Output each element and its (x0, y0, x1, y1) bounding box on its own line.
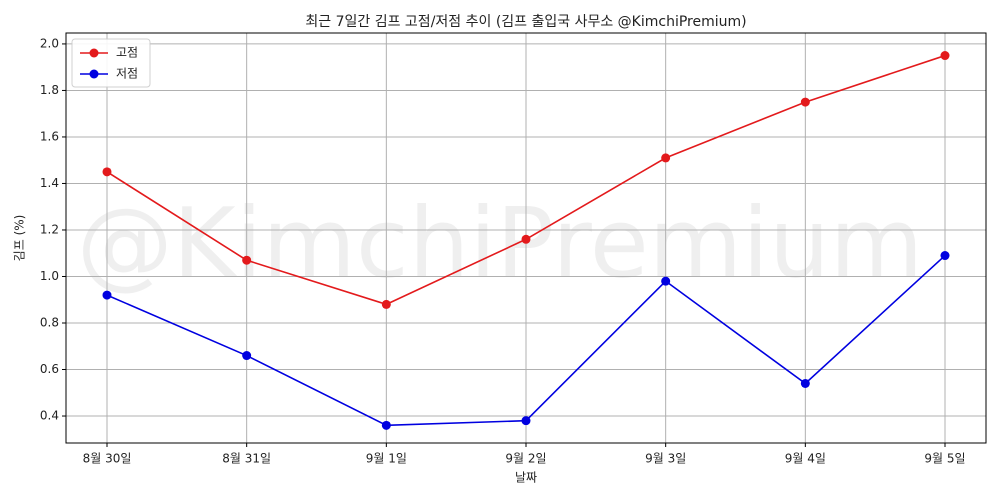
point (940, 251, 950, 261)
x-tick-label: 9월 3일 (645, 452, 686, 466)
point (242, 255, 252, 265)
point (661, 276, 671, 286)
point (521, 234, 531, 244)
x-tick-label: 9월 5일 (924, 452, 965, 466)
point (661, 153, 671, 163)
y-tick-label: 1.6 (40, 129, 59, 143)
y-tick-label: 0.6 (40, 362, 59, 376)
legend-label: 고점 (116, 46, 138, 60)
point (381, 299, 391, 309)
x-tick-label: 8월 30일 (83, 452, 132, 466)
y-tick-label: 1.2 (40, 222, 59, 236)
plot-frame (65, 32, 987, 444)
point (102, 167, 112, 177)
x-tick-label: 9월 1일 (366, 452, 407, 466)
x-tick-label: 8월 31일 (222, 452, 271, 466)
y-tick-label: 2.0 (40, 36, 59, 50)
chart-title: 최근 7일간 김프 고점/저점 추이 (김프 출입국 사무소 @KimchiPr… (305, 14, 746, 30)
watermark: @KimchiPremium (77, 187, 924, 299)
legend-marker (89, 48, 99, 58)
x-tick-label: 9월 4일 (785, 452, 826, 466)
y-tick-label: 1.4 (40, 176, 59, 190)
point (940, 51, 950, 61)
point (800, 97, 810, 107)
x-axis-label: 날짜 (515, 471, 537, 485)
y-axis-label: 김프 (%) (13, 215, 27, 262)
legend-label: 저점 (116, 67, 138, 81)
point (521, 416, 531, 426)
x-tick-label: 9월 2일 (505, 452, 546, 466)
point (102, 290, 112, 300)
y-tick-label: 1.0 (40, 269, 59, 283)
y-tick-label: 0.4 (40, 409, 59, 423)
legend-box (71, 38, 151, 88)
y-tick-label: 0.8 (40, 316, 59, 330)
point (242, 351, 252, 361)
point (800, 378, 810, 388)
y-tick-label: 1.8 (40, 83, 59, 97)
legend-marker (89, 69, 99, 79)
point (381, 420, 391, 430)
